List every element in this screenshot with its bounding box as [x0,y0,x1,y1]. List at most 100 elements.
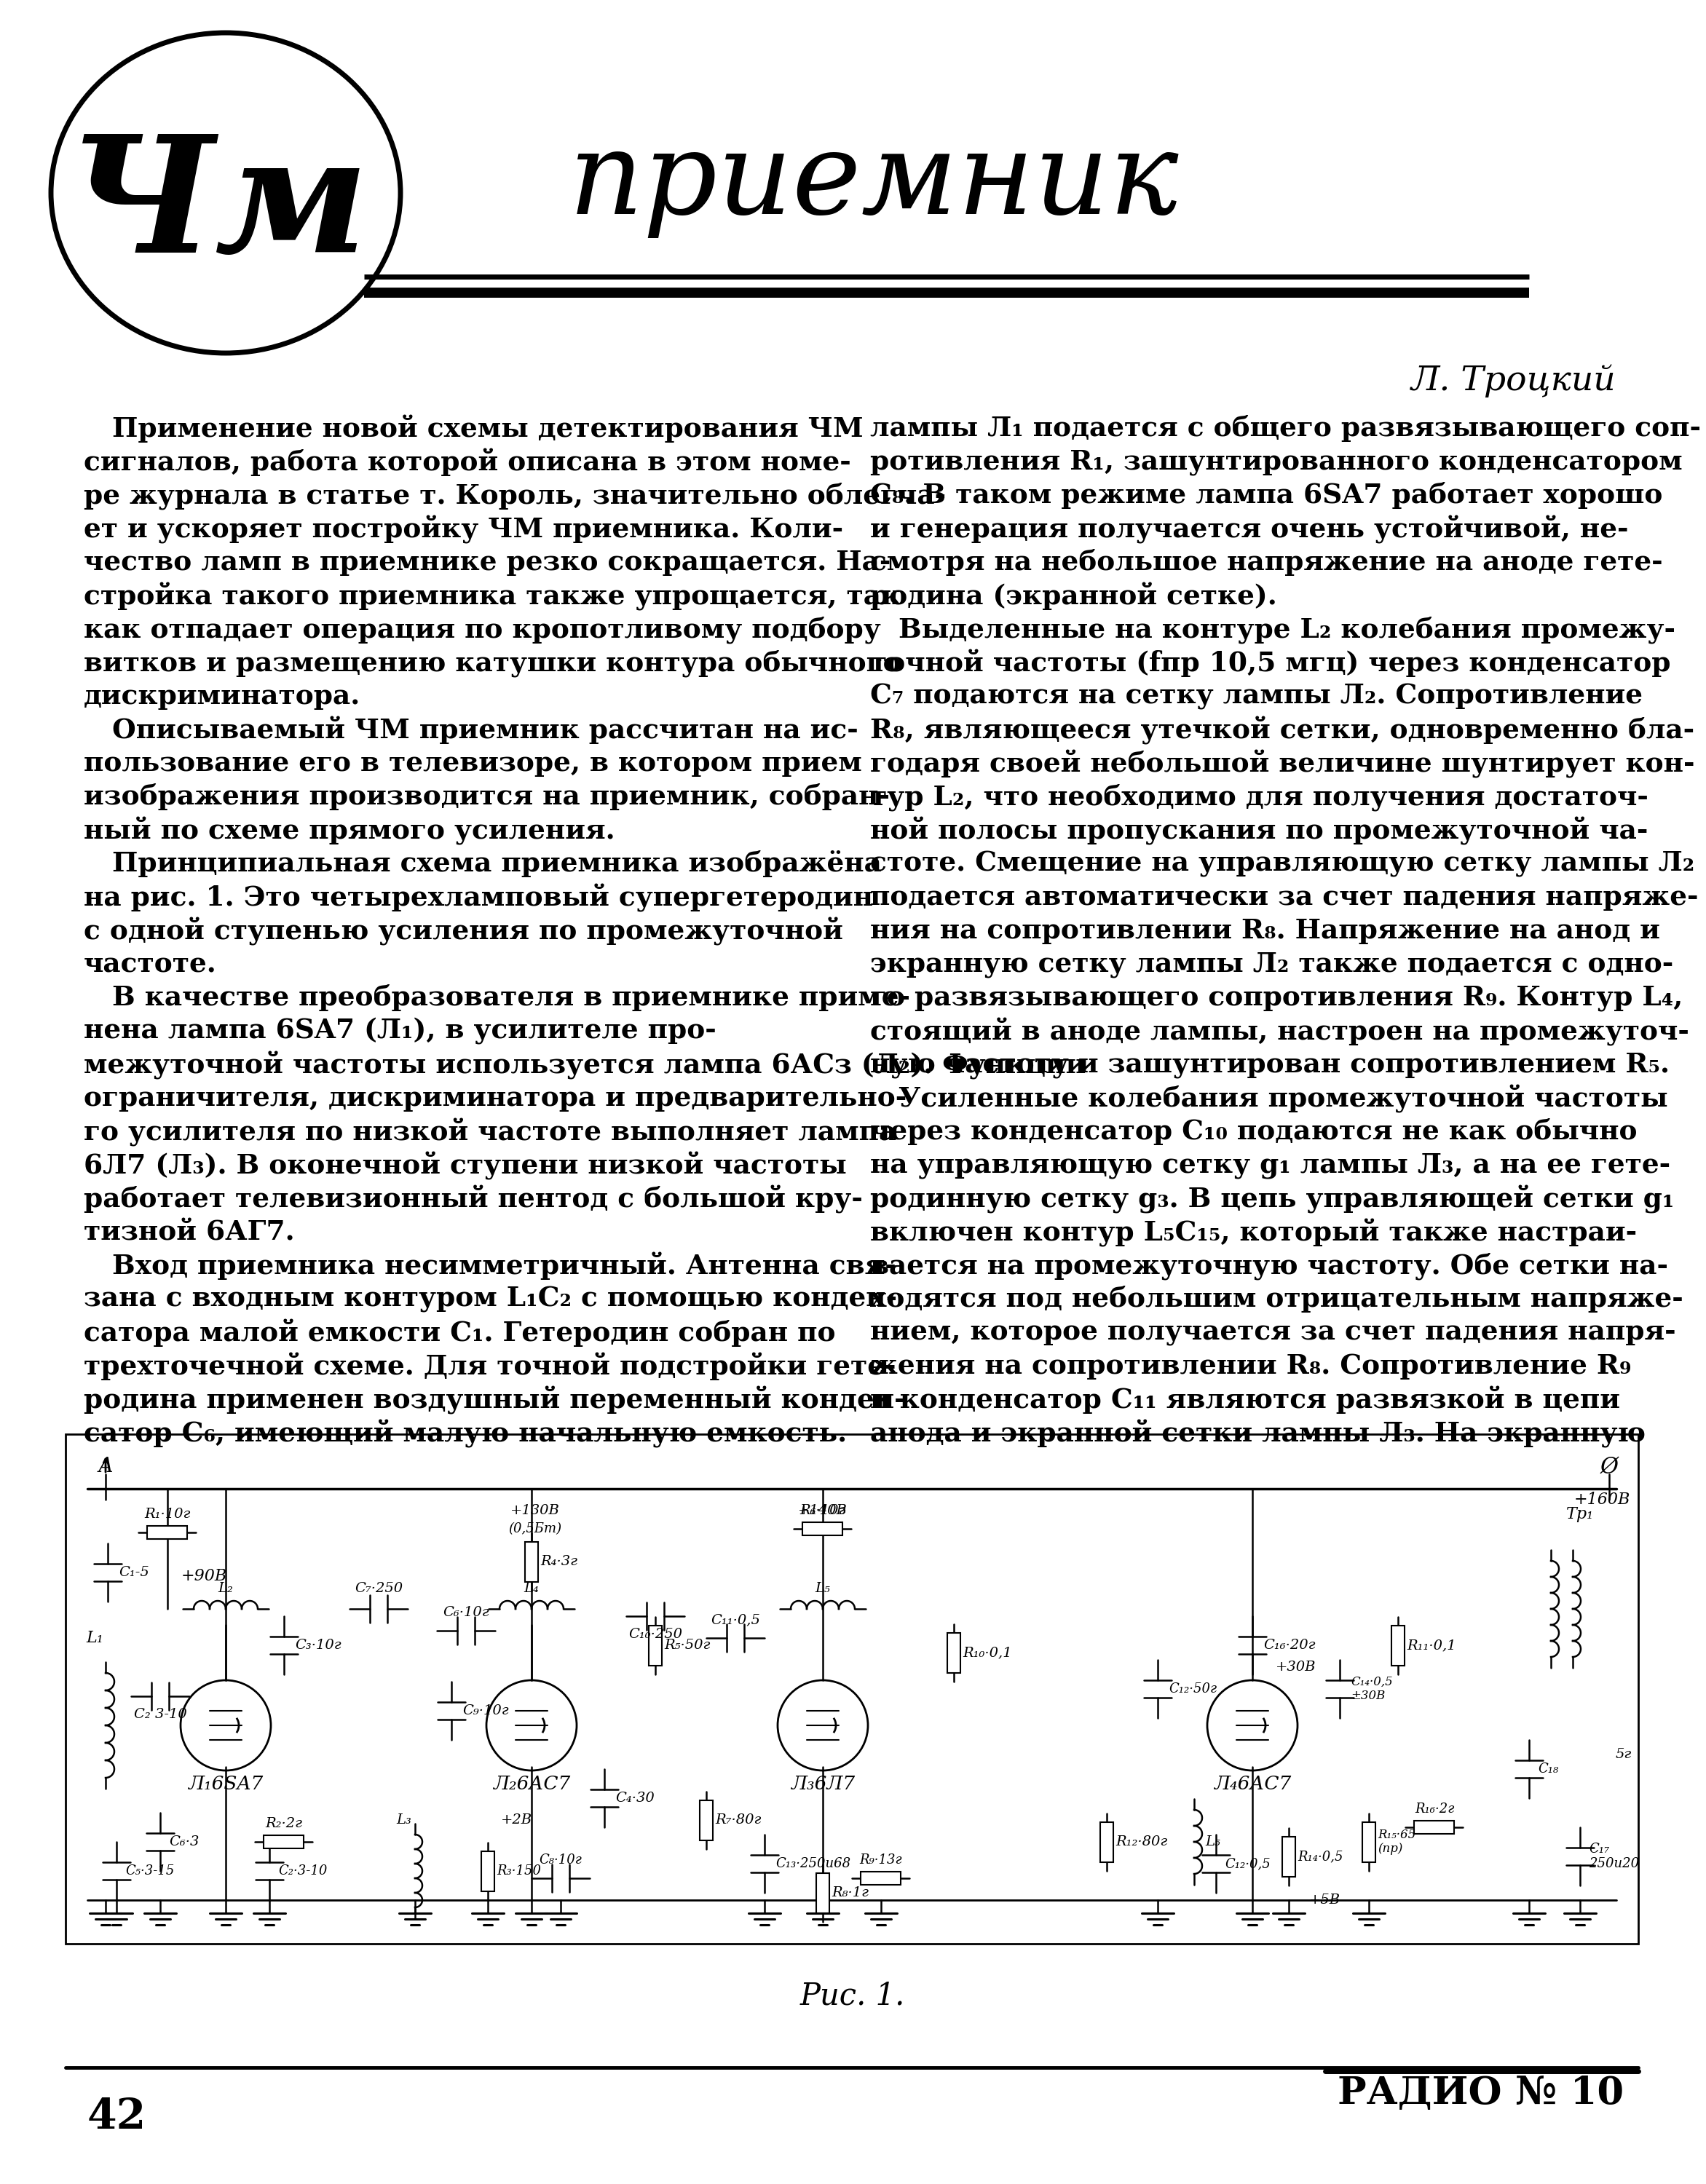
Text: экранную сетку лампы Л₂ также подается с одно-: экранную сетку лампы Л₂ также подается с… [870,950,1674,978]
Text: C₁₂·0,5: C₁₂·0,5 [1225,1856,1271,1870]
Text: нием, которое получается за счет падения напря-: нием, которое получается за счет падения… [870,1319,1675,1345]
Text: 42: 42 [87,2097,147,2138]
Text: витков и размещению катушки контура обычного: витков и размещению катушки контура обыч… [84,649,901,677]
Text: C₈. В таком режиме лампа 6SA7 работает хорошо: C₈. В таком режиме лампа 6SA7 работает х… [870,483,1663,509]
Bar [1414,1821,1455,1835]
Text: Л₁6SA7: Л₁6SA7 [188,1773,263,1793]
Text: го усилителя по низкой частоте выполняет лампа: го усилителя по низкой частоте выполняет… [84,1118,897,1147]
Text: C₆·3: C₆·3 [169,1835,200,1848]
Text: сатора малой емкости C₁. Гетеродин собран по: сатора малой емкости C₁. Гетеродин собра… [84,1319,836,1348]
Bar [525,1542,537,1581]
Text: частоте.: частоте. [84,950,217,978]
Text: C₁₀·250: C₁₀·250 [628,1627,682,1640]
Bar [815,1874,829,1913]
Text: стоте. Смещение на управляющую сетку лампы Л₂: стоте. Смещение на управляющую сетку лам… [870,850,1694,878]
Text: C₁₃·250u68: C₁₃·250u68 [776,1856,851,1870]
Text: L₂: L₂ [218,1581,234,1594]
Text: C₆·10г: C₆·10г [444,1605,490,1618]
Text: C₅·3-15: C₅·3-15 [125,1865,174,1878]
Text: трехточечной схеме. Для точной подстройки гете-: трехточечной схеме. Для точной подстройк… [84,1352,896,1380]
Text: R₁·10г: R₁·10г [145,1507,191,1520]
Text: R₁₂·80г: R₁₂·80г [1116,1835,1167,1848]
Text: R₁₆·2г: R₁₆·2г [1414,1802,1454,1815]
Text: сигналов, работа которой описана в этом номе-: сигналов, работа которой описана в этом … [84,448,851,476]
Text: Л. Троцкий: Л. Троцкий [1411,365,1617,397]
Text: тур L₂, что необходимо для получения достаточ-: тур L₂, что необходимо для получения дос… [870,784,1648,810]
Text: R₈, являющееся утечкой сетки, одновременно бла-: R₈, являющееся утечкой сетки, одновремен… [870,716,1694,745]
Text: анода и экранной сетки лампы Л₃. На экранную: анода и экранной сетки лампы Л₃. На экра… [870,1420,1646,1448]
Text: R₂·2г: R₂·2г [266,1817,302,1830]
Text: дискриминатора.: дискриминатора. [84,684,360,710]
Text: лампы Л₁ подается с общего развязывающего соп-: лампы Л₁ подается с общего развязывающег… [870,415,1701,441]
Text: через конденсатор C₁₀ подаются не как обычно: через конденсатор C₁₀ подаются не как об… [870,1118,1638,1144]
Text: ограничителя, дискриминатора и предварительно-: ограничителя, дискриминатора и предварит… [84,1085,906,1112]
Text: тизной 6АГ7.: тизной 6АГ7. [84,1219,295,1245]
Text: +30В: +30В [1276,1660,1317,1673]
Text: L₄: L₄ [524,1581,539,1594]
Text: с одной ступенью усиления по промежуточной: с одной ступенью усиления по промежуточн… [84,917,843,946]
Bar [648,1625,662,1664]
Text: на управляющую сетку g₁ лампы Л₃, а на ее гете-: на управляющую сетку g₁ лампы Л₃, а на е… [870,1151,1670,1179]
Text: как отпадает операция по кропотливому подбору: как отпадает операция по кропотливому по… [84,616,880,642]
Text: R₈·1г: R₈·1г [831,1887,868,1900]
Text: R₇·80г: R₇·80г [715,1813,761,1826]
Text: Чм: Чм [68,129,368,286]
Text: А: А [97,1457,113,1476]
Text: родинную сетку g₃. В цепь управляющей сетки g₁: родинную сетку g₃. В цепь управляющей се… [870,1186,1674,1214]
Text: и генерация получается очень устойчивой, не-: и генерация получается очень устойчивой,… [870,515,1629,544]
Bar [1100,1821,1114,1861]
Bar [1392,1625,1404,1664]
Text: ходятся под небольшим отрицательным напряже-: ходятся под небольшим отрицательным напр… [870,1286,1684,1313]
Text: R₆·10г: R₆·10г [800,1505,846,1518]
Text: годаря своей небольшой величине шунтирует кон-: годаря своей небольшой величине шунтируе… [870,749,1694,778]
Text: R₁₀·0,1: R₁₀·0,1 [962,1647,1012,1660]
Text: работает телевизионный пентод с большой кру-: работает телевизионный пентод с большой … [84,1186,863,1214]
Text: пользование его в телевизоре, в котором прием: пользование его в телевизоре, в котором … [84,749,862,778]
Text: L₁: L₁ [85,1629,104,1647]
Bar [264,1835,304,1848]
Text: и конденсатор C₁₁ являются развязкой в цепи: и конденсатор C₁₁ являются развязкой в ц… [870,1387,1621,1415]
Text: +90В: +90В [181,1568,227,1583]
Text: включен контур L₅C₁₅, который также настраи-: включен контур L₅C₁₅, который также наст… [870,1219,1638,1247]
Text: Л₄6АС7: Л₄6АС7 [1213,1773,1291,1793]
Text: нена лампа 6SA7 (Л₁), в усилителе про-: нена лампа 6SA7 (Л₁), в усилителе про- [84,1018,717,1044]
Text: C₁₆·20г: C₁₆·20г [1264,1638,1315,1651]
Bar [862,1872,901,1885]
Bar [947,1634,960,1673]
Text: +2В: +2В [502,1813,532,1826]
Bar [65,1435,1638,1944]
Bar [481,1852,495,1891]
Text: вается на промежуточную частоту. Обе сетки на-: вается на промежуточную частоту. Обе сет… [870,1251,1668,1280]
Text: Принципиальная схема приемника изображёна: Принципиальная схема приемника изображён… [84,850,882,878]
Text: R₅·50г: R₅·50г [664,1638,710,1651]
Text: R₁₅·65
(пр): R₁₅·65 (пр) [1378,1828,1416,1854]
Bar [699,1800,713,1839]
Bar [147,1527,188,1540]
Text: Тр₁: Тр₁ [1566,1507,1593,1522]
Text: +130В: +130В [510,1505,560,1518]
Text: +5В: +5В [1310,1894,1341,1907]
Text: го развязывающего сопротивления R₉. Контур L₄,: го развязывающего сопротивления R₉. Конт… [870,985,1682,1011]
Text: Л₂6АС7: Л₂6АС7 [493,1773,570,1793]
Text: ную частоту и зашунтирован сопротивлением R₅.: ную частоту и зашунтирован сопротивление… [870,1051,1670,1079]
Text: ре журнала в статье т. Король, значительно облегча-: ре журнала в статье т. Король, значитель… [84,483,945,509]
Text: R₁₁·0,1: R₁₁·0,1 [1407,1638,1455,1651]
Text: жения на сопротивлении R₈. Сопротивление R₉: жения на сопротивлении R₈. Сопротивление… [870,1352,1631,1380]
Text: C₁₇
250u20: C₁₇ 250u20 [1588,1843,1639,1870]
Text: C₇·250: C₇·250 [355,1581,403,1594]
Text: В качестве преобразователя в приемнике приме-: В качестве преобразователя в приемнике п… [84,985,911,1011]
Text: C₇ подаются на сетку лампы Л₂. Сопротивление: C₇ подаются на сетку лампы Л₂. Сопротивл… [870,684,1643,710]
Text: приемник: приемник [568,127,1179,238]
Text: изображения производится на приемник, собран-: изображения производится на приемник, со… [84,784,891,810]
Text: ния на сопротивлении R₈. Напряжение на анод и: ния на сопротивлении R₈. Напряжение на а… [870,917,1660,943]
Text: стройка такого приемника также упрощается, так: стройка такого приемника также упрощаетс… [84,583,901,612]
Text: зана с входным контуром L₁C₂ с помощью конден-: зана с входным контуром L₁C₂ с помощью к… [84,1286,897,1313]
Text: 6Л7 (Л₃). В оконечной ступени низкой частоты: 6Л7 (Л₃). В оконечной ступени низкой час… [84,1151,846,1179]
Bar [804,1522,843,1535]
Text: точной частоты (fпр 10,5 мгц) через конденсатор: точной частоты (fпр 10,5 мгц) через конд… [870,649,1670,677]
Text: РАДИО № 10: РАДИО № 10 [1338,2075,1624,2112]
Text: Усиленные колебания промежуточной частоты: Усиленные колебания промежуточной частот… [870,1085,1668,1114]
Text: (0,5Бт): (0,5Бт) [508,1522,561,1535]
Text: L₃: L₃ [396,1813,411,1826]
Text: 5г: 5г [1616,1747,1633,1760]
